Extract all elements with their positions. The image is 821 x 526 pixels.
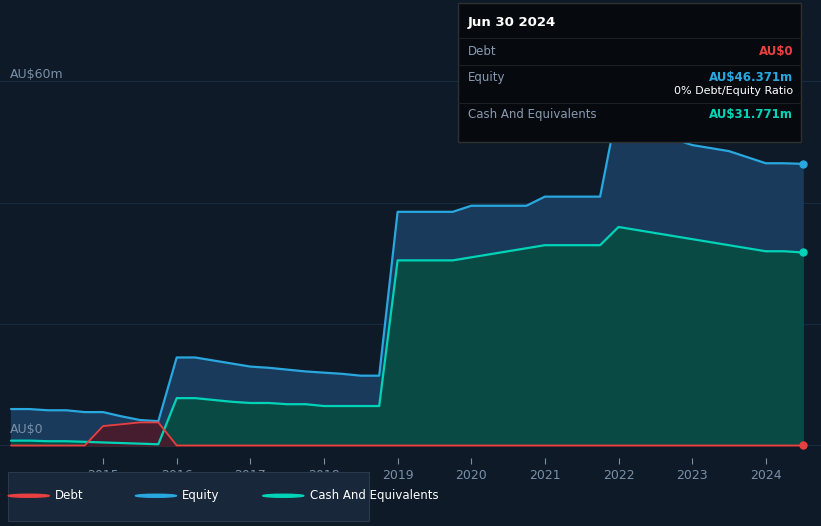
Text: Equity: Equity — [182, 489, 220, 502]
Text: AU$46.371m: AU$46.371m — [709, 71, 793, 84]
Text: AU$31.771m: AU$31.771m — [709, 108, 793, 121]
Text: Equity: Equity — [468, 71, 506, 84]
FancyBboxPatch shape — [8, 471, 369, 521]
Text: AU$0: AU$0 — [10, 423, 44, 437]
Circle shape — [135, 494, 177, 497]
Text: Cash And Equivalents: Cash And Equivalents — [310, 489, 438, 502]
Text: 0% Debt/Equity Ratio: 0% Debt/Equity Ratio — [674, 86, 793, 96]
Text: AU$0: AU$0 — [759, 45, 793, 58]
Text: Debt: Debt — [55, 489, 84, 502]
Text: AU$60m: AU$60m — [10, 68, 63, 82]
Text: Jun 30 2024: Jun 30 2024 — [468, 16, 556, 29]
Circle shape — [263, 494, 304, 497]
Text: Debt: Debt — [468, 45, 497, 58]
Circle shape — [8, 494, 49, 497]
Text: Cash And Equivalents: Cash And Equivalents — [468, 108, 597, 121]
